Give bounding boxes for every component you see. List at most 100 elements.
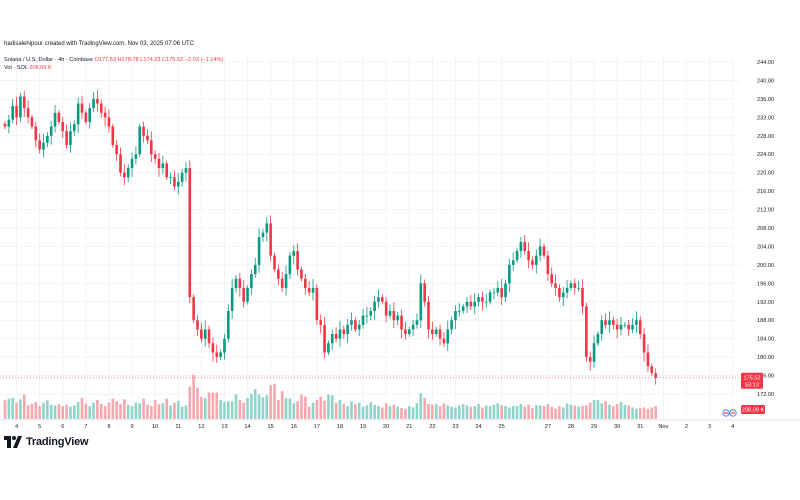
volume-bar (431, 404, 434, 419)
candle-body (238, 278, 242, 288)
candle-body (619, 324, 623, 330)
volume-bar (423, 397, 426, 419)
candle-body (654, 373, 657, 378)
candle-body (334, 334, 338, 339)
volume-bar (469, 406, 473, 419)
candle-body (219, 352, 222, 358)
volume-bar (173, 402, 176, 419)
candle-body (508, 264, 511, 284)
volume-bar (315, 399, 319, 419)
candle-body (211, 343, 215, 353)
volume-bar (103, 406, 107, 419)
volume-row: Vol · SOL 208.09 K (4, 64, 223, 72)
volume-bar (19, 399, 22, 419)
candle-body (30, 117, 34, 127)
candle-body (196, 320, 199, 330)
open-value: O177.53 (94, 57, 116, 63)
volume-bar (365, 405, 369, 419)
volume-bar (69, 406, 72, 419)
volume-bar (311, 402, 315, 419)
candle-body (577, 287, 580, 289)
candle-body (176, 181, 180, 187)
candle-body (330, 334, 334, 344)
volume-bar (138, 403, 142, 419)
volume-badge (741, 405, 765, 414)
candle-body (523, 241, 527, 252)
tradingview-logo[interactable]: TradingView (4, 436, 89, 448)
candle-body (357, 324, 361, 330)
candle-body (130, 158, 134, 169)
candle-body (257, 237, 261, 265)
candle-body (22, 96, 26, 109)
candle-body (146, 135, 149, 141)
candle-body (34, 126, 38, 141)
candle-body (558, 287, 561, 298)
change-value: −2.03 (−1.14%) (184, 57, 224, 63)
candle-body (80, 103, 84, 113)
candle-body (38, 140, 41, 150)
volume-bar (307, 406, 311, 419)
candle-body (511, 260, 515, 265)
volume-bar (277, 399, 280, 419)
volume-bar (296, 401, 299, 419)
volume-bar (165, 398, 168, 419)
volume-bar (207, 392, 211, 419)
candle-body (458, 311, 461, 312)
candle-body (631, 324, 634, 330)
volume-bar (588, 402, 592, 419)
event-flag-stripe (731, 412, 735, 414)
candle-body (531, 260, 534, 265)
volume-bar (608, 404, 611, 419)
low-value: L174.23 (140, 57, 161, 63)
volume-label[interactable]: Vol · SOL (4, 65, 28, 71)
candle-body (538, 246, 542, 256)
volume-bar (461, 404, 465, 419)
volume-bar (330, 395, 334, 419)
candle-body (84, 112, 88, 122)
x-tick-label: Nov (658, 424, 668, 430)
volume-bar (585, 405, 588, 419)
candle-body (142, 126, 145, 136)
volume-bar (561, 407, 565, 419)
volume-bar (354, 404, 357, 419)
candle-body (327, 343, 330, 353)
candle-body (473, 301, 476, 307)
volume-bar (473, 406, 476, 419)
volume-bar (30, 403, 34, 419)
volume-bar (434, 404, 438, 419)
volume-bar (373, 404, 376, 419)
candle-body (173, 177, 176, 187)
volume-bar (327, 394, 330, 419)
chart-legend: Solana / U.S. Dollar · 4h · Coinbase O17… (4, 56, 223, 72)
x-tick-label: 22 (429, 424, 435, 430)
volume-bar (542, 406, 546, 419)
candle-body (407, 329, 411, 335)
logo-text: TradingView (26, 436, 89, 448)
candle-body (461, 306, 465, 311)
y-tick-label: 196.00 (757, 281, 774, 287)
volume-bar (573, 405, 577, 419)
candle-body (123, 172, 126, 178)
volume-bar (269, 385, 272, 419)
candle-body (585, 306, 588, 358)
volume-bar (477, 404, 480, 419)
candle-body (612, 320, 615, 325)
candle-body (277, 269, 280, 279)
candle-body (103, 112, 107, 118)
candle-body (404, 329, 407, 335)
candle-body (165, 163, 168, 178)
volume-bar (396, 406, 399, 419)
volume-bar (107, 402, 111, 419)
candle-body (369, 311, 373, 316)
volume-bar (88, 406, 91, 419)
candle-body (280, 278, 284, 288)
candle-body (400, 315, 403, 330)
candle-body (427, 301, 430, 330)
candle-body (500, 287, 503, 298)
symbol-label[interactable]: Solana / U.S. Dollar · 4h · Coinbase (4, 57, 93, 63)
candle-body (119, 154, 122, 173)
y-tick-label: 172.00 (757, 392, 774, 398)
candle-body (542, 246, 546, 256)
volume-bar (76, 402, 80, 419)
